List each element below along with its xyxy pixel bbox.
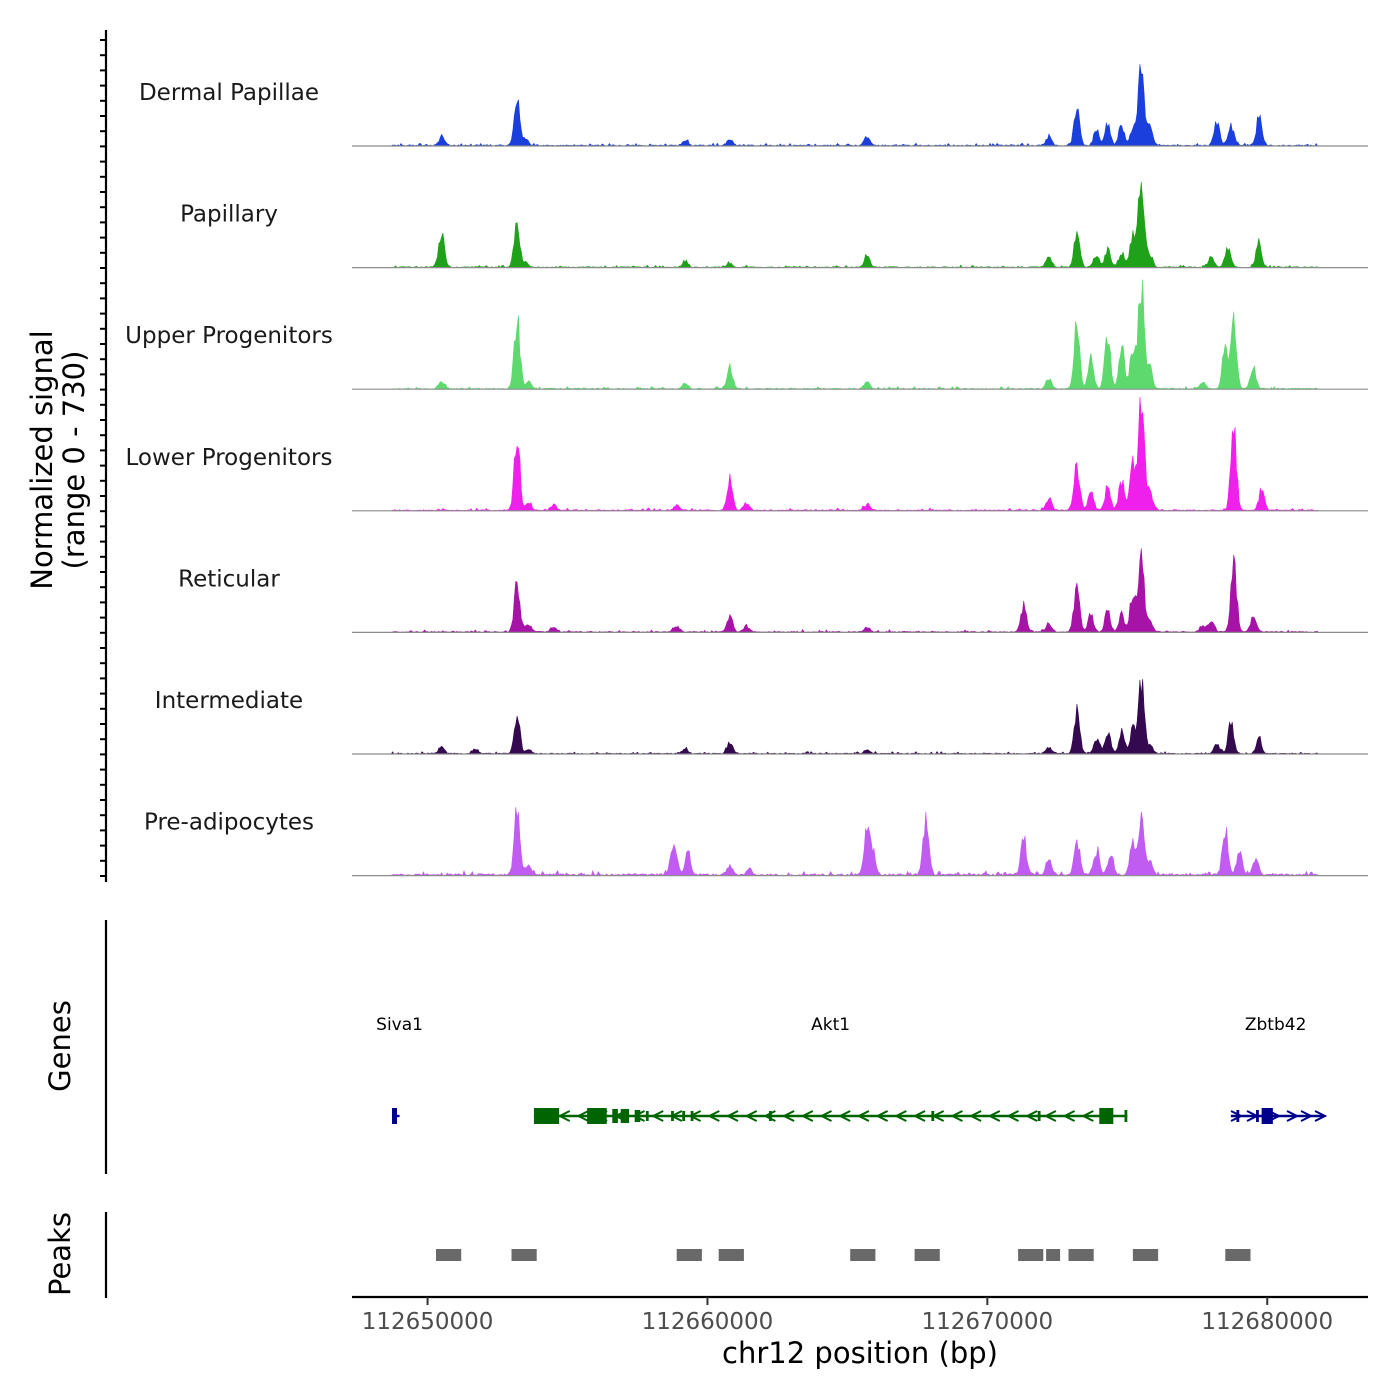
gene-strand-arrow bbox=[1081, 1110, 1094, 1122]
peak-region-2 bbox=[511, 1249, 537, 1261]
x-tick-label: 112670000 bbox=[921, 1309, 1053, 1335]
track-label-pre-adipocytes: Pre-adipocytes bbox=[144, 810, 314, 836]
gene-exon bbox=[634, 1110, 641, 1122]
coverage-area-reticular bbox=[391, 548, 1318, 633]
gene-strand-arrow bbox=[1246, 1110, 1260, 1122]
gene-strand-arrow bbox=[576, 1110, 589, 1122]
gene-strand-arrow bbox=[707, 1110, 720, 1122]
gene-exon bbox=[391, 1108, 397, 1124]
gene-strand-arrow bbox=[875, 1110, 889, 1122]
gene-strand-arrow bbox=[1286, 1110, 1300, 1122]
track-label-dermal-papillae: Dermal Papillae bbox=[139, 80, 319, 106]
coverage-area-lower-progenitors bbox=[391, 396, 1318, 512]
gene-strand-arrow bbox=[1043, 1110, 1057, 1122]
x-axis-title: chr12 position (bp) bbox=[722, 1336, 998, 1370]
gene-strand-arrow bbox=[781, 1110, 795, 1122]
coverage-panel: Dermal Papillae Papillary Upper Progenitor… bbox=[100, 30, 1368, 882]
gene-strand-arrow bbox=[725, 1110, 739, 1122]
gene-label-akt1: Akt1 bbox=[811, 1015, 850, 1035]
gene-strand-arrow bbox=[763, 1110, 776, 1122]
gene-strand-arrow bbox=[613, 1110, 627, 1122]
gene-strand-arrow bbox=[1099, 1110, 1113, 1122]
x-tick-label: 112660000 bbox=[642, 1309, 774, 1335]
gene-strand-arrow bbox=[837, 1110, 851, 1122]
track-label-intermediate: Intermediate bbox=[155, 688, 303, 714]
peaks-panel bbox=[104, 1212, 1251, 1298]
gene-strand-arrow bbox=[1268, 1110, 1282, 1122]
y-axis-title-line1: Normalized signal bbox=[25, 330, 59, 589]
gene-strand-arrow bbox=[819, 1110, 832, 1122]
peak-region-6 bbox=[914, 1249, 940, 1261]
peak-region-4 bbox=[718, 1249, 744, 1261]
gene-strand-arrow bbox=[1314, 1110, 1328, 1122]
peak-region-3 bbox=[676, 1249, 702, 1261]
gene-strand-arrow bbox=[1230, 1110, 1244, 1122]
gene-label-zbtb42: Zbtb42 bbox=[1245, 1015, 1307, 1035]
peaks-axis-title: Peaks bbox=[43, 1212, 77, 1296]
gene-strand-arrow bbox=[1006, 1110, 1019, 1122]
gene-strand-arrow bbox=[931, 1110, 945, 1122]
gene-strand-arrow bbox=[632, 1110, 645, 1122]
x-tick-label: 112680000 bbox=[1201, 1309, 1333, 1335]
gene-exon bbox=[1037, 1111, 1041, 1121]
track-label-papillary: Papillary bbox=[180, 202, 278, 228]
gene-strand-arrow bbox=[1300, 1110, 1314, 1122]
gene-exon bbox=[1261, 1108, 1273, 1124]
peak-region-1 bbox=[436, 1249, 462, 1261]
genes-panel: Siva1 Akt1 Zbtb42 bbox=[104, 920, 1328, 1174]
track-label-reticular: Reticular bbox=[178, 566, 280, 592]
peak-region-11 bbox=[1225, 1249, 1251, 1261]
gene-strand-arrow bbox=[950, 1110, 963, 1122]
coverage-area-dermal-papillae bbox=[390, 64, 1318, 147]
x-tick-label: 112650000 bbox=[362, 1309, 494, 1335]
gene-exon bbox=[533, 1108, 560, 1124]
gene-strand-arrow bbox=[856, 1110, 870, 1122]
gene-strand-arrow bbox=[744, 1110, 758, 1122]
coverage-area-pre-adipocytes bbox=[390, 807, 1318, 877]
gene-exon bbox=[620, 1109, 630, 1123]
peak-region-8 bbox=[1046, 1249, 1061, 1261]
peak-region-5 bbox=[850, 1249, 876, 1261]
y-axis-title-line2: (range 0 - 730) bbox=[57, 351, 91, 570]
gene-strand-arrow bbox=[912, 1110, 926, 1122]
track-label-upper-progenitors: Upper Progenitors bbox=[125, 323, 333, 349]
coverage-area-upper-progenitors bbox=[391, 279, 1318, 390]
gene-strand-arrow bbox=[650, 1110, 664, 1122]
gene-strand-arrow bbox=[669, 1110, 683, 1122]
gene-exon bbox=[645, 1111, 649, 1121]
peak-region-7 bbox=[1018, 1249, 1044, 1261]
x-axis: 112650000 112660000 112670000 112680000 bbox=[352, 1295, 1368, 1335]
gene-strand-arrow bbox=[987, 1110, 1001, 1122]
peak-region-10 bbox=[1132, 1249, 1159, 1261]
coverage-area-papillary bbox=[391, 181, 1318, 268]
gene-strand-arrow bbox=[894, 1110, 907, 1122]
coverage-area-intermediate bbox=[390, 678, 1318, 755]
gene-exon bbox=[769, 1111, 772, 1121]
gene-strand-arrow bbox=[688, 1110, 702, 1122]
gene-strand-arrow bbox=[968, 1110, 982, 1122]
genes-axis-title: Genes bbox=[43, 1000, 77, 1092]
gene-strand-arrow bbox=[1062, 1110, 1076, 1122]
gene-strand-arrow bbox=[594, 1110, 608, 1122]
gene-exon bbox=[1236, 1110, 1240, 1122]
gene-exon bbox=[1124, 1110, 1128, 1122]
gene-strand-arrow bbox=[800, 1110, 814, 1122]
gene-strand-arrow bbox=[557, 1110, 571, 1122]
track-label-lower-progenitors: Lower Progenitors bbox=[126, 445, 333, 471]
gene-label-siva1: Siva1 bbox=[376, 1015, 423, 1035]
peak-region-9 bbox=[1068, 1249, 1094, 1261]
gene-exon bbox=[682, 1111, 686, 1121]
gene-strand-arrow bbox=[1024, 1110, 1038, 1122]
